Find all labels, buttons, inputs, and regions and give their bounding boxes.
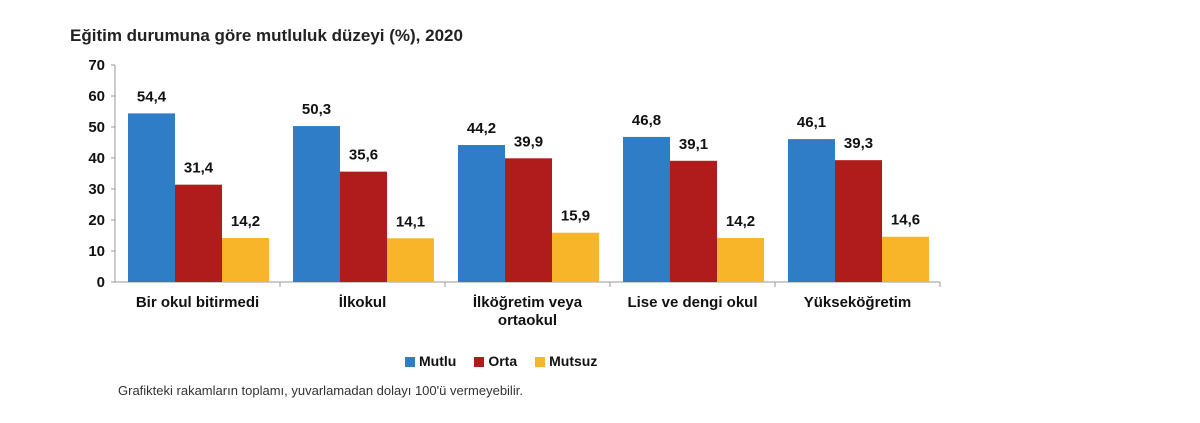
- data-label: 14,2: [231, 213, 260, 230]
- legend-label: Mutsuz: [549, 353, 598, 369]
- y-tick-label: 40: [88, 150, 105, 167]
- data-label: 46,8: [632, 112, 661, 129]
- y-tick-label: 10: [88, 243, 105, 260]
- bar-mutlu: [293, 126, 340, 282]
- bar-mutlu: [788, 139, 835, 282]
- x-tick-label: Lise ve dengi okul: [627, 294, 757, 311]
- legend-swatch: [405, 357, 415, 368]
- legend-item: Mutlu: [405, 353, 456, 369]
- legend-swatch: [535, 357, 546, 368]
- data-label: 15,9: [561, 208, 590, 225]
- x-tick-label: İlkokul: [339, 294, 387, 311]
- data-label: 50,3: [302, 101, 331, 118]
- bar-mutsuz: [552, 232, 599, 282]
- bar-orta: [505, 158, 552, 282]
- y-tick-label: 60: [88, 88, 105, 105]
- bar-orta: [175, 184, 222, 282]
- data-label: 35,6: [349, 147, 378, 164]
- legend-item: Mutsuz: [535, 353, 597, 369]
- bar-mutsuz: [222, 237, 269, 282]
- bar-mutlu: [623, 136, 670, 282]
- y-tick-label: 20: [88, 212, 105, 229]
- data-label: 39,9: [514, 133, 543, 150]
- data-label: 31,4: [184, 160, 214, 177]
- data-label: 54,4: [137, 88, 167, 105]
- bar-mutlu: [458, 144, 505, 282]
- bar-mutsuz: [882, 236, 929, 282]
- data-label: 39,1: [679, 136, 708, 153]
- x-tick-label: Bir okul bitirmedi: [136, 294, 259, 311]
- data-label: 46,1: [797, 114, 826, 131]
- footnote: Grafikteki rakamların toplamı, yuvarlama…: [118, 383, 523, 398]
- y-tick-label: 70: [88, 57, 105, 74]
- y-tick-label: 0: [97, 274, 105, 291]
- data-label: 39,3: [844, 135, 873, 152]
- bar-mutsuz: [717, 237, 764, 282]
- x-tick-label: İlköğretim veya: [473, 294, 583, 311]
- x-tick-label: Yükseköğretim: [804, 294, 912, 311]
- data-label: 14,1: [396, 213, 425, 230]
- data-label: 14,6: [891, 212, 920, 229]
- bar-mutsuz: [387, 238, 434, 282]
- bar-orta: [835, 160, 882, 282]
- legend-swatch: [474, 357, 485, 368]
- bar-mutlu: [128, 113, 175, 282]
- data-label: 14,2: [726, 213, 755, 230]
- chart-title: Eğitim durumuna göre mutluluk düzeyi (%)…: [70, 26, 463, 45]
- bar-orta: [670, 160, 717, 282]
- x-tick-label: ortaokul: [498, 312, 557, 329]
- y-tick-label: 30: [88, 181, 105, 198]
- legend-label: Mutlu: [419, 353, 457, 369]
- legend: Mutlu Orta Mutsuz: [405, 353, 597, 369]
- y-tick-label: 50: [88, 119, 105, 136]
- bar-orta: [340, 171, 387, 282]
- legend-item: Orta: [474, 353, 517, 369]
- legend-label: Orta: [488, 353, 518, 369]
- data-label: 44,2: [467, 120, 496, 137]
